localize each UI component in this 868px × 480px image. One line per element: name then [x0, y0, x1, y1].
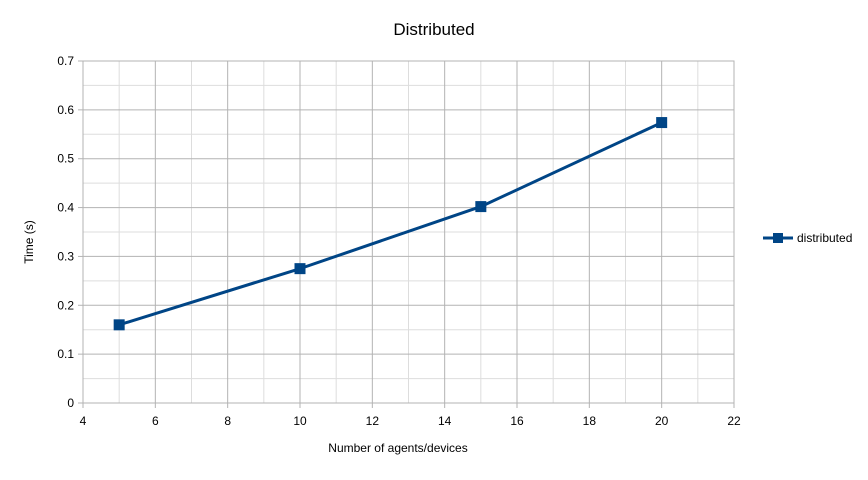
- data-point-distributed: [475, 201, 487, 213]
- y-tick-label: 0.1: [57, 347, 74, 361]
- x-tick-label: 18: [583, 414, 597, 428]
- x-tick-label: 20: [655, 414, 669, 428]
- y-tick-labels: 0 0.1 0.2 0.3 0.4 0.5 0.6 0.7: [57, 54, 74, 410]
- x-tick-label: 16: [510, 414, 524, 428]
- data-point-distributed: [656, 117, 668, 129]
- legend-marker-distributed: [773, 233, 783, 243]
- x-axis-label: Number of agents/devices: [328, 441, 467, 455]
- y-axis-label: Time (s): [22, 220, 36, 264]
- y-tick-label: 0.6: [57, 103, 74, 117]
- y-tick-label: 0.7: [57, 54, 74, 68]
- data-point-distributed: [294, 263, 306, 275]
- x-tick-label: 4: [80, 414, 87, 428]
- y-tick-label: 0.2: [57, 298, 74, 312]
- chart-title: Distributed: [393, 20, 474, 39]
- x-tick-label: 22: [727, 414, 741, 428]
- series-layer: [113, 117, 668, 331]
- x-tick-label: 6: [152, 414, 159, 428]
- legend-label-distributed: distributed: [797, 231, 852, 245]
- y-tick-label: 0.3: [57, 249, 74, 263]
- data-point-distributed: [113, 319, 125, 331]
- x-tick-label: 14: [438, 414, 452, 428]
- y-tick-label: 0: [67, 396, 74, 410]
- plot-area-border: [82, 60, 735, 404]
- x-tick-label: 12: [366, 414, 380, 428]
- y-tick-label: 0.4: [57, 201, 74, 215]
- x-tick-label: 8: [224, 414, 231, 428]
- major-grid: [78, 60, 735, 408]
- y-tick-label: 0.5: [57, 152, 74, 166]
- legend: distributed: [763, 231, 852, 245]
- x-tick-label: 10: [293, 414, 307, 428]
- x-tick-labels: 4 6 8 10 12 14 16 18 20 22: [80, 414, 741, 428]
- series-line-distributed: [118, 121, 663, 327]
